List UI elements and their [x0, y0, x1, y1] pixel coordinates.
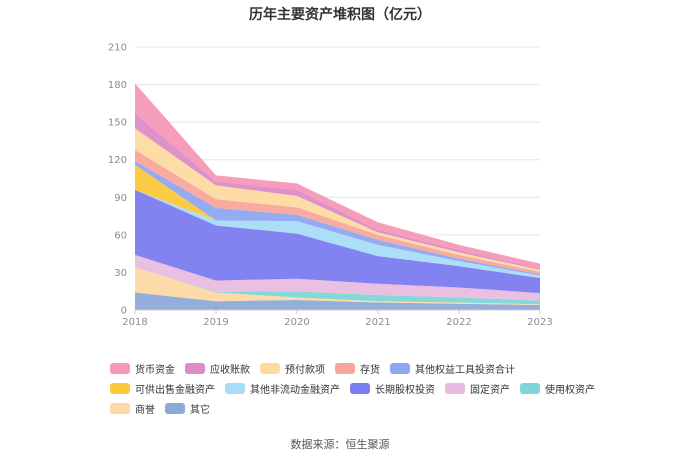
legend-label: 货币资金: [135, 364, 175, 376]
area-layer: [135, 83, 540, 310]
y-tick-label: 90: [114, 193, 127, 204]
legend-item[interactable]: 可供出售金融资产: [110, 381, 215, 396]
legend-item[interactable]: 其他非流动金融资产: [225, 381, 340, 396]
legend-swatch: [110, 402, 130, 414]
y-tick-label: 30: [114, 268, 127, 279]
legend-swatch: [390, 362, 410, 374]
legend-item[interactable]: 其它: [165, 401, 210, 416]
x-tick-label: 2022: [446, 317, 471, 328]
legend-item[interactable]: 应收账款: [185, 361, 250, 376]
legend-label: 应收账款: [210, 364, 250, 376]
legend-item[interactable]: 使用权资产: [520, 381, 595, 396]
legend-label: 固定资产: [470, 384, 510, 396]
legend-item[interactable]: 长期股权投资: [350, 381, 435, 396]
x-tick-label: 2020: [284, 317, 309, 328]
legend-item[interactable]: 固定资产: [445, 381, 510, 396]
legend-item[interactable]: 存货: [335, 361, 380, 376]
legend-swatch: [520, 382, 540, 394]
legend-item[interactable]: 货币资金: [110, 361, 175, 376]
legend-swatch: [445, 382, 465, 394]
legend-swatch: [260, 362, 280, 374]
legend-swatch: [110, 382, 130, 394]
legend-label: 存货: [360, 364, 380, 376]
x-tick-label: 2019: [203, 317, 228, 328]
legend-label: 预付款项: [285, 364, 325, 376]
legend-label: 可供出售金融资产: [135, 384, 215, 396]
legend-label: 其它: [190, 404, 210, 416]
area-series-固定资产: [135, 254, 540, 301]
legend-item[interactable]: 其他权益工具投资合计: [390, 361, 515, 376]
legend-label: 长期股权投资: [375, 384, 435, 396]
y-tick-label: 180: [108, 80, 127, 91]
legend-row: 商誉 其它: [110, 398, 630, 418]
area-series-商誉: [135, 267, 540, 305]
area-series-使用权资产: [135, 267, 540, 305]
legend-item[interactable]: 预付款项: [260, 361, 325, 376]
area-series-长期股权投资: [135, 189, 540, 294]
x-tick-label: 2021: [365, 317, 390, 328]
area-series-货币资金: [135, 83, 540, 269]
area-series-其它: [135, 292, 540, 310]
legend-swatch: [225, 382, 245, 394]
legend-label: 使用权资产: [545, 384, 595, 396]
y-tick-label: 150: [108, 118, 127, 129]
area-series-其他权益工具投资合计: [135, 160, 540, 276]
axis-layer: 0 30 60 90 120 150 180 210 2018 2019 2020 2021 2022 2…: [108, 43, 553, 329]
legend-swatch: [110, 362, 130, 374]
legend-label: 其他权益工具投资合计: [415, 364, 515, 376]
legend-swatch: [350, 382, 370, 394]
chart-title: 历年主要资产堆积图（亿元）: [249, 7, 431, 23]
chart-legend: 货币资金 应收账款 预付款项 存货 其他权益工具投资合计可供出售金融资产 其他非流动金融资…: [110, 358, 630, 418]
legend-label: 商誉: [135, 404, 155, 416]
data-source: 数据来源：恒生聚源: [290, 438, 390, 451]
x-tick-label: 2018: [122, 317, 147, 328]
legend-item[interactable]: 商誉: [110, 401, 155, 416]
y-tick-label: 210: [108, 43, 127, 54]
legend-swatch: [335, 362, 355, 374]
y-tick-label: 60: [114, 230, 127, 241]
legend-label: 其他非流动金融资产: [250, 384, 340, 396]
y-tick-label: 0: [121, 306, 127, 317]
legend-row: 可供出售金融资产 其他非流动金融资产 长期股权投资 固定资产 使用权资产: [110, 378, 630, 398]
y-tick-label: 120: [108, 155, 127, 166]
x-tick-label: 2023: [527, 317, 552, 328]
legend-swatch: [185, 362, 205, 374]
legend-swatch: [165, 402, 185, 414]
area-series-其他非流动金融资产: [135, 189, 540, 279]
legend-row: 货币资金 应收账款 预付款项 存货 其他权益工具投资合计: [110, 358, 630, 378]
